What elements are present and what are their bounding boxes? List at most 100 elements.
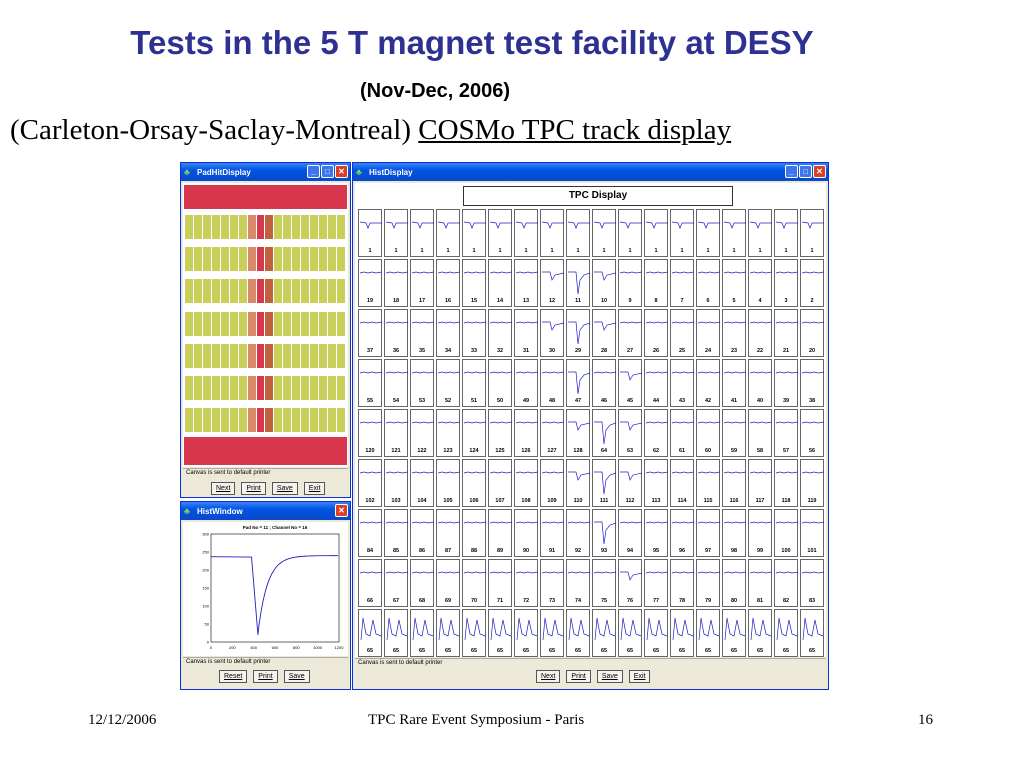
hist-cell[interactable]: 48 — [540, 359, 564, 407]
hist-cell[interactable]: 95 — [644, 509, 668, 557]
hist-cell[interactable]: 41 — [722, 359, 746, 407]
next-button[interactable]: Next — [211, 482, 236, 495]
hist-cell[interactable]: 67 — [384, 559, 408, 607]
hist-cell[interactable]: 83 — [800, 559, 824, 607]
hist-cell[interactable]: 50 — [488, 359, 512, 407]
pad-cell[interactable] — [319, 312, 328, 336]
hist-cell[interactable]: 42 — [696, 359, 720, 407]
print-button[interactable]: Print — [566, 670, 591, 683]
hist-cell[interactable]: 65 — [488, 609, 512, 657]
pad-cell[interactable] — [238, 279, 248, 303]
pad-cell[interactable] — [265, 408, 275, 432]
pad-cell[interactable] — [265, 215, 275, 239]
pad-cell[interactable] — [328, 408, 337, 432]
hist-cell[interactable]: 1 — [748, 209, 772, 257]
hist-cell[interactable]: 51 — [462, 359, 486, 407]
pad-cell[interactable] — [202, 279, 212, 303]
hist-cell[interactable]: 65 — [618, 609, 642, 657]
pad-cell[interactable] — [211, 312, 221, 336]
pad-cell[interactable] — [256, 247, 266, 271]
pad-cell[interactable] — [328, 344, 337, 368]
pad-cell[interactable] — [247, 279, 257, 303]
hist-cell[interactable]: 11 — [566, 259, 590, 307]
hist-cell[interactable]: 44 — [644, 359, 668, 407]
hist-cell[interactable]: 101 — [800, 509, 824, 557]
pad-cell[interactable] — [336, 376, 346, 400]
hist-cell[interactable]: 75 — [592, 559, 616, 607]
pad-cell[interactable] — [301, 279, 311, 303]
hist-cell[interactable]: 120 — [358, 409, 382, 457]
pad-cell[interactable] — [229, 247, 239, 271]
pad-cell[interactable] — [319, 408, 328, 432]
pad-cell[interactable] — [238, 247, 248, 271]
pad-cell[interactable] — [193, 215, 203, 239]
pad-cell[interactable] — [185, 279, 194, 303]
pad-cell[interactable] — [310, 408, 320, 432]
pad-cell[interactable] — [292, 247, 302, 271]
pad-cell[interactable] — [202, 215, 212, 239]
hist-cell[interactable]: 76 — [618, 559, 642, 607]
pad-cell[interactable] — [211, 344, 221, 368]
pad-cell[interactable] — [229, 279, 239, 303]
hist-cell[interactable]: 65 — [462, 609, 486, 657]
hist-cell[interactable]: 122 — [410, 409, 434, 457]
hist-cell[interactable]: 106 — [462, 459, 486, 507]
hist-cell[interactable]: 65 — [566, 609, 590, 657]
hist-cell[interactable]: 26 — [644, 309, 668, 357]
pad-cell[interactable] — [301, 376, 311, 400]
hist-cell[interactable]: 1 — [566, 209, 590, 257]
hist-cell[interactable]: 21 — [774, 309, 798, 357]
hist-cell[interactable]: 121 — [384, 409, 408, 457]
pad-cell[interactable] — [328, 247, 337, 271]
hist-cell[interactable]: 87 — [436, 509, 460, 557]
minimize-icon[interactable]: _ — [785, 165, 798, 178]
hist-cell[interactable]: 13 — [514, 259, 538, 307]
hist-cell[interactable]: 116 — [722, 459, 746, 507]
pad-cell[interactable] — [229, 312, 239, 336]
hist-cell[interactable]: 112 — [618, 459, 642, 507]
hist-cell[interactable]: 64 — [592, 409, 616, 457]
pad-cell[interactable] — [301, 247, 311, 271]
hist-cell[interactable]: 49 — [514, 359, 538, 407]
pad-cell[interactable] — [211, 247, 221, 271]
pad-cell[interactable] — [283, 312, 293, 336]
pad-cell[interactable] — [238, 376, 248, 400]
pad-cell[interactable] — [336, 215, 346, 239]
pad-cell[interactable] — [220, 279, 230, 303]
print-button[interactable]: Print — [253, 670, 278, 683]
hist-cell[interactable]: 65 — [774, 609, 798, 657]
pad-cell[interactable] — [274, 247, 284, 271]
pad-cell[interactable] — [283, 344, 293, 368]
hist-cell[interactable]: 14 — [488, 259, 512, 307]
hist-cell[interactable]: 65 — [722, 609, 746, 657]
pad-cell[interactable] — [211, 215, 221, 239]
hist-cell[interactable]: 16 — [436, 259, 460, 307]
hist-cell[interactable]: 98 — [722, 509, 746, 557]
pad-cell[interactable] — [202, 247, 212, 271]
pad-cell[interactable] — [185, 376, 194, 400]
pad-cell[interactable] — [310, 344, 320, 368]
pad-cell[interactable] — [265, 312, 275, 336]
pad-cell[interactable] — [301, 215, 311, 239]
pad-cell[interactable] — [283, 279, 293, 303]
hist-cell[interactable]: 61 — [670, 409, 694, 457]
hist-cell[interactable]: 22 — [748, 309, 772, 357]
pad-cell[interactable] — [193, 312, 203, 336]
pad-cell[interactable] — [247, 408, 257, 432]
hist-cell[interactable]: 99 — [748, 509, 772, 557]
hist-cell[interactable]: 117 — [748, 459, 772, 507]
pad-cell[interactable] — [336, 344, 346, 368]
hist-cell[interactable]: 65 — [696, 609, 720, 657]
pad-cell[interactable] — [310, 279, 320, 303]
pad-cell[interactable] — [310, 247, 320, 271]
pad-cell[interactable] — [301, 408, 311, 432]
pad-cell[interactable] — [336, 312, 346, 336]
hist-cell[interactable]: 66 — [358, 559, 382, 607]
hist-cell[interactable]: 94 — [618, 509, 642, 557]
pad-cell[interactable] — [301, 344, 311, 368]
hist-cell[interactable]: 58 — [748, 409, 772, 457]
hist-cell[interactable]: 90 — [514, 509, 538, 557]
hist-cell[interactable]: 65 — [514, 609, 538, 657]
hist-cell[interactable]: 10 — [592, 259, 616, 307]
pad-cell[interactable] — [274, 215, 284, 239]
